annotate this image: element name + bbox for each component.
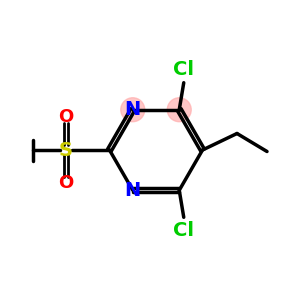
Circle shape — [121, 98, 145, 122]
Text: Cl: Cl — [173, 221, 194, 240]
Text: N: N — [124, 100, 141, 119]
Text: Cl: Cl — [173, 60, 194, 79]
Text: S: S — [59, 140, 73, 160]
Text: O: O — [58, 174, 74, 192]
Text: N: N — [124, 181, 141, 200]
Text: O: O — [58, 108, 74, 126]
Circle shape — [167, 98, 191, 122]
